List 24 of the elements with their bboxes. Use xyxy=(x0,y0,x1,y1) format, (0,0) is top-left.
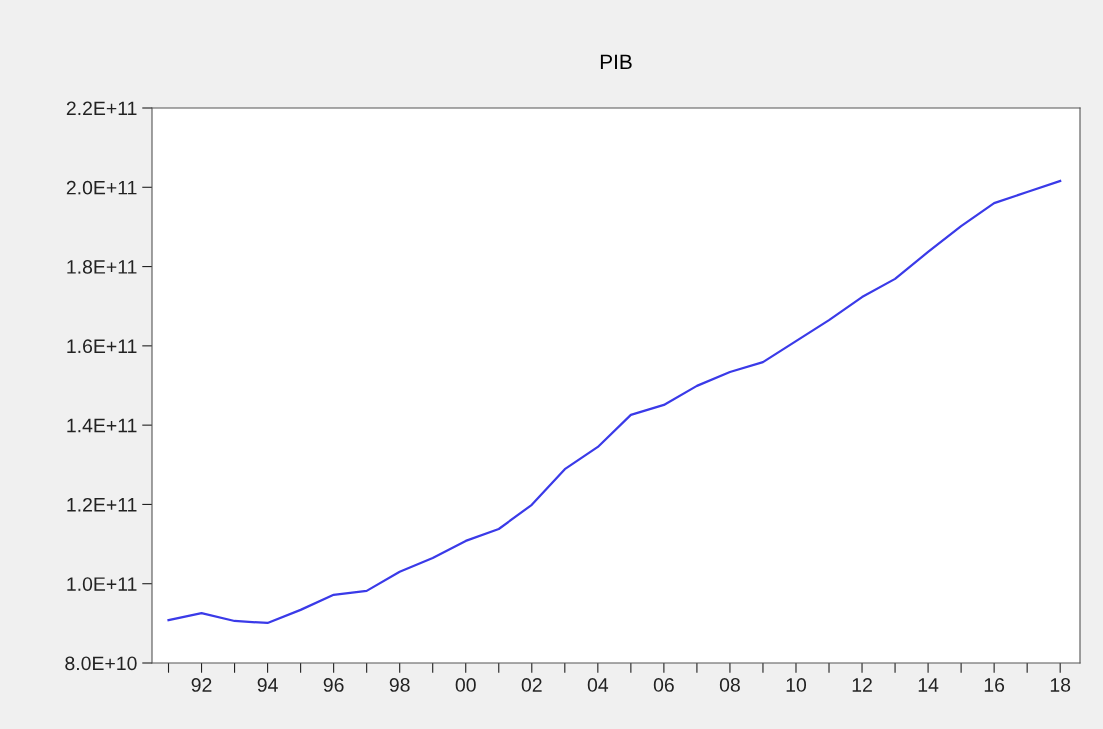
line-series xyxy=(167,179,1062,625)
y-tick-label: 1.4E+11 xyxy=(67,418,137,433)
chart-title: PIB xyxy=(600,54,632,70)
x-tick-label: 00 xyxy=(455,678,476,692)
x-tick-label: 92 xyxy=(191,678,212,692)
x-tick-label: 18 xyxy=(1050,678,1071,692)
x-tick-label: 08 xyxy=(719,678,740,692)
y-tick-label: 1.6E+11 xyxy=(67,339,137,354)
x-tick-label: 16 xyxy=(984,678,1005,692)
x-tick-label: 98 xyxy=(389,678,410,692)
x-tick-label: 04 xyxy=(587,678,609,692)
x-tick-label: 06 xyxy=(653,678,674,692)
x-tick-label: 12 xyxy=(852,678,872,692)
x-tick-label: 10 xyxy=(786,678,807,692)
y-tick-label: 1.2E+11 xyxy=(67,497,137,512)
y-tick-label: 1.8E+11 xyxy=(67,260,137,274)
x-tick-label: 02 xyxy=(521,678,542,692)
x-tick-label: 96 xyxy=(323,678,344,692)
x-tick-label: 94 xyxy=(257,678,278,692)
y-tick-label: 8.0E+10 xyxy=(65,656,137,671)
x-tick-label: 14 xyxy=(918,678,939,692)
y-tick-label: 2.0E+11 xyxy=(66,180,137,195)
y-tick-label: 1.0E+11 xyxy=(67,577,137,591)
y-tick-label: 2.2E+11 xyxy=(66,101,137,116)
